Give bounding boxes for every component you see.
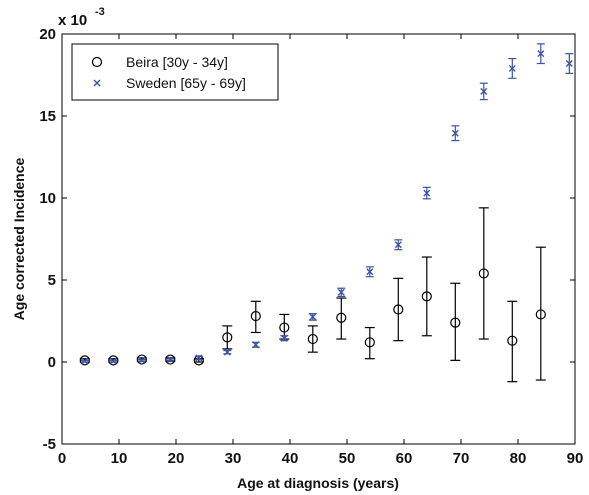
data-point: [336, 312, 347, 323]
data-point: [108, 355, 119, 366]
x-tick-label: 30: [225, 450, 242, 467]
legend-label-sweden: Sweden [65y - 69y]: [126, 75, 246, 91]
x-tick-label: 40: [282, 450, 299, 467]
legend-marker-beira: [91, 56, 103, 68]
series-0: [79, 207, 546, 383]
data-point: [79, 355, 90, 366]
data-point: [393, 304, 404, 315]
data-point: [165, 354, 176, 365]
data-point: [223, 348, 231, 356]
data-point: [81, 357, 89, 365]
data-point: [222, 332, 233, 343]
data-point: [337, 288, 345, 296]
data-point: [507, 335, 518, 346]
y-tick-label: 15: [39, 108, 56, 125]
series-layer: [79, 43, 574, 383]
data-point: [480, 87, 488, 95]
y-tick-label: -5: [43, 436, 56, 453]
data-point: [138, 356, 146, 364]
data-point: [195, 354, 203, 362]
data-point: [421, 291, 432, 302]
data-point: [423, 189, 431, 197]
data-point: [166, 356, 174, 364]
data-point: [508, 64, 516, 72]
data-point: [280, 334, 288, 342]
x-tick-label: 50: [339, 450, 356, 467]
x-tick-label: 20: [168, 450, 185, 467]
x-tick-label: 0: [58, 450, 66, 467]
legend-marker-sweden: [93, 79, 101, 87]
plot-frame: [61, 33, 576, 445]
series-1: [80, 43, 574, 365]
y-tick-label: 5: [48, 272, 56, 289]
data-point: [250, 310, 261, 322]
x-tick-label: 80: [510, 450, 527, 467]
y-multiplier-label: x 10: [58, 12, 87, 29]
y-tick-label: 10: [39, 190, 56, 207]
data-point: [537, 50, 545, 58]
data-point: [309, 313, 317, 321]
data-point: [136, 354, 147, 365]
data-point: [279, 322, 290, 333]
x-tick-label: 70: [453, 450, 470, 467]
legend-box: [71, 43, 279, 101]
x-tick-label: 10: [111, 450, 128, 467]
data-point: [450, 317, 461, 328]
data-point: [535, 309, 546, 320]
data-point: [565, 60, 573, 68]
data-point: [478, 268, 489, 279]
data-point: [394, 241, 402, 249]
data-point: [364, 337, 375, 348]
legend-label-beira: Beira [30y - 34y]: [126, 54, 228, 70]
y-tick-label: 20: [39, 26, 56, 43]
y-axis-label: Age corrected Incidence: [11, 157, 27, 320]
x-tick-label: 90: [567, 450, 584, 467]
data-point: [109, 357, 117, 365]
x-axis-label: Age at diagnosis (years): [237, 475, 399, 491]
x-tick-label: 60: [396, 450, 413, 467]
y-multiplier-exponent: -3: [95, 6, 105, 18]
legend: Beira [30y - 34y] Sweden [65y - 69y]: [71, 43, 279, 101]
data-point: [252, 341, 260, 349]
y-tick-label: 0: [48, 354, 56, 371]
data-point: [451, 129, 459, 137]
data-point: [307, 333, 318, 345]
data-point: [366, 268, 374, 276]
